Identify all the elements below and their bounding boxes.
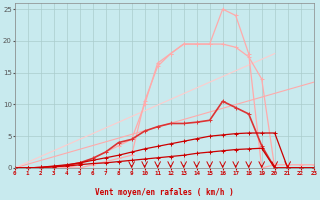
X-axis label: Vent moyen/en rafales ( km/h ): Vent moyen/en rafales ( km/h )	[95, 188, 234, 197]
